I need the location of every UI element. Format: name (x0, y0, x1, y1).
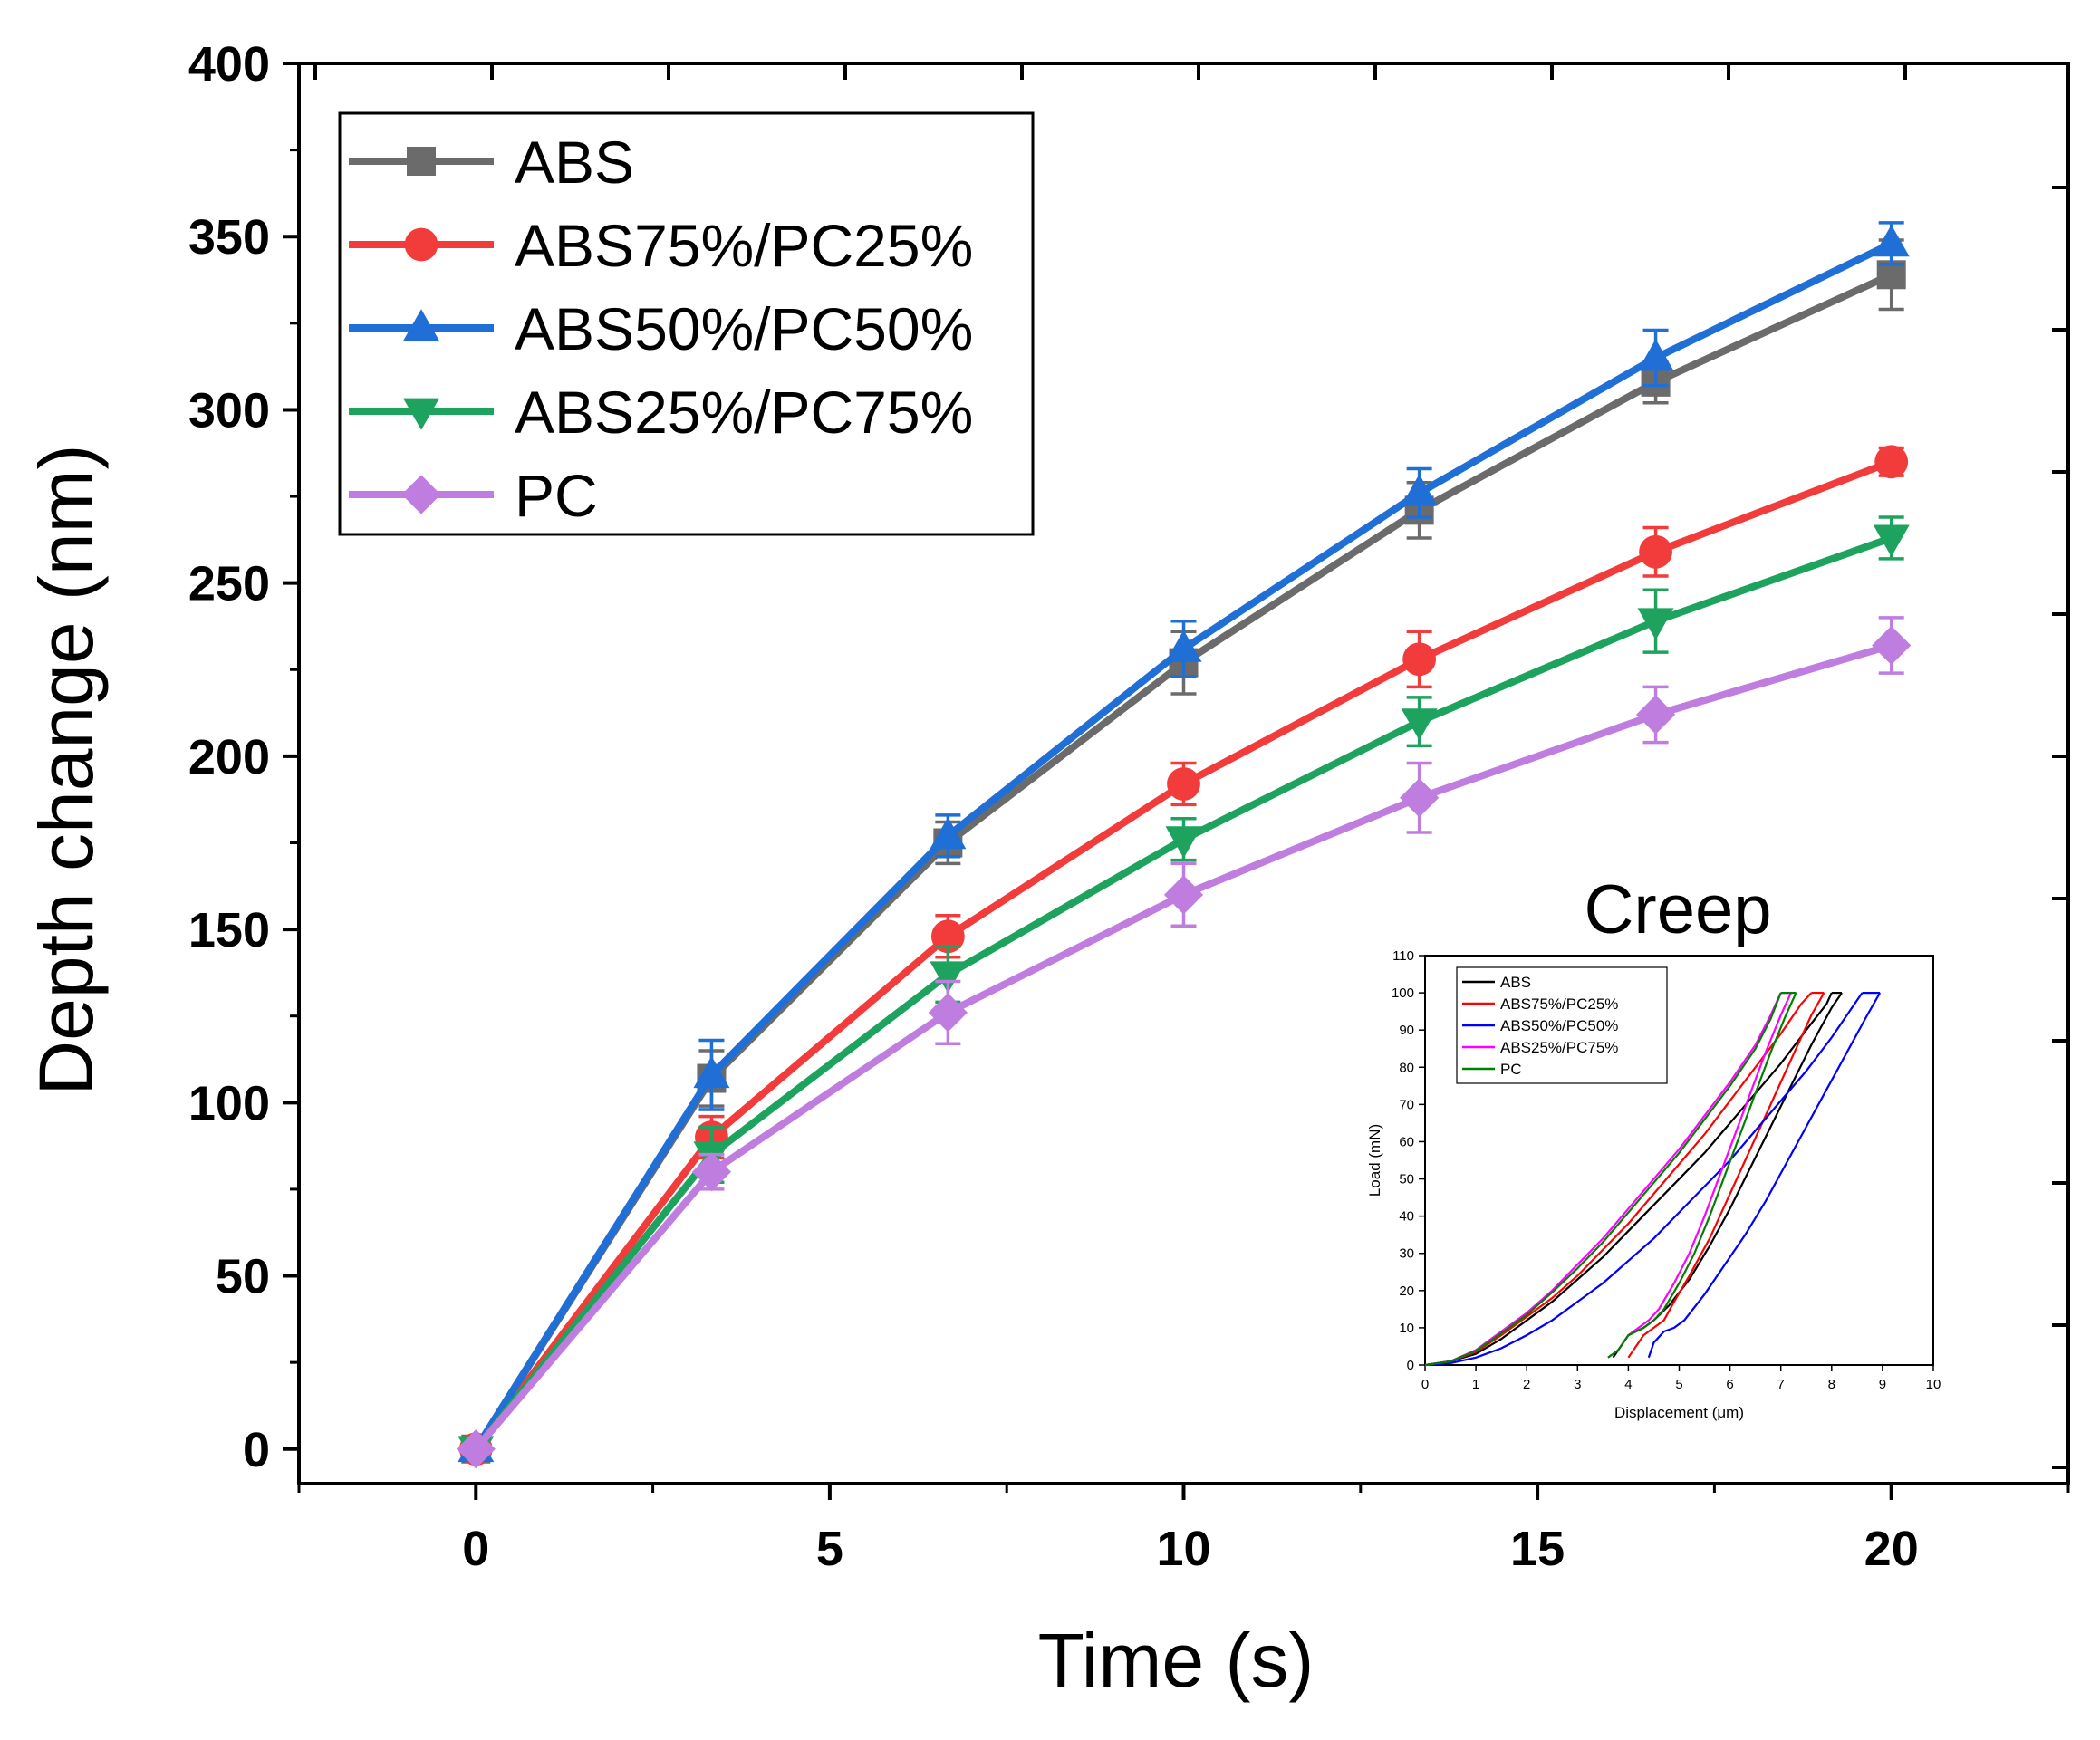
inset-loading-curve (1424, 992, 1782, 1367)
inset-unloading-curve (1627, 992, 1825, 1359)
data-point (1167, 767, 1200, 801)
inset-title: Creep (1585, 871, 1772, 948)
y-tick-label: 100 (188, 1076, 270, 1130)
data-point (930, 919, 965, 954)
data-point (1873, 524, 1910, 557)
data-point (691, 1152, 732, 1192)
data-point (1401, 474, 1438, 506)
data-point (1637, 608, 1674, 640)
data-point (693, 1055, 730, 1089)
series-PC (456, 616, 1912, 1469)
data-point (930, 961, 967, 994)
inset-y-tick-label: 80 (1399, 1060, 1414, 1075)
inset-x-tick-label: 4 (1624, 1377, 1632, 1392)
inset-legend-label: ABS (1500, 974, 1531, 991)
data-point (1637, 339, 1674, 371)
data-point (1874, 445, 1909, 479)
inset-series-PC (1424, 991, 1797, 1367)
inset-y-tick-label: 40 (1399, 1209, 1414, 1225)
main-plot-area (456, 221, 1912, 1469)
legend-label: ABS75%/PC25% (515, 212, 973, 279)
inset-legend-label: ABS75%/PC25% (1500, 995, 1618, 1013)
y-tick-label: 200 (188, 730, 270, 784)
inset-legend-label: ABS25%/PC75% (1500, 1039, 1618, 1056)
y-tick-label: 300 (188, 383, 270, 437)
inset-y-tick-label: 90 (1399, 1023, 1414, 1038)
data-point (1401, 708, 1438, 741)
x-tick-label: 20 (1864, 1522, 1919, 1576)
inset-x-tick-label: 3 (1574, 1377, 1581, 1392)
inset-x-tick-label: 8 (1828, 1377, 1835, 1392)
inset-y-tick-label: 60 (1399, 1134, 1414, 1149)
inset-loading-curve (1424, 992, 1833, 1367)
y-tick-label: 400 (188, 37, 270, 91)
data-point (1402, 642, 1437, 677)
inset-x-tick-label: 2 (1523, 1377, 1530, 1392)
data-point (928, 993, 968, 1033)
data-point (456, 1429, 496, 1469)
legend-marker (403, 398, 439, 430)
legend-marker (404, 227, 438, 262)
inset-y-tick-label: 0 (1407, 1358, 1414, 1373)
legend-marker (407, 147, 436, 176)
legend-box (338, 111, 1035, 536)
inset-x-tick-label: 0 (1421, 1377, 1429, 1392)
legend-label: ABS50%/PC50% (515, 295, 973, 362)
x-axis-label: Time (s) (1038, 1618, 1315, 1703)
inset-series-ABS50%/PC50% (1424, 991, 1882, 1367)
inset-x-tick-label: 9 (1879, 1377, 1886, 1392)
inset-x-tick-label: 7 (1777, 1377, 1785, 1392)
inset-unloading-curve (1607, 992, 1797, 1359)
y-tick-label: 250 (188, 557, 270, 611)
inset-x-axis-label: Displacement (μm) (1614, 1404, 1744, 1421)
data-point (1873, 225, 1910, 257)
legend-label: PC (515, 462, 598, 529)
data-point (1639, 534, 1672, 569)
x-tick-label: 15 (1510, 1522, 1565, 1576)
inset-x-tick-label: 6 (1726, 1377, 1733, 1392)
y-tick-label: 50 (216, 1250, 270, 1304)
data-point (1163, 875, 1204, 915)
inset-legend-label: ABS50%/PC50% (1500, 1017, 1618, 1034)
inset-chart: 0 1 2 3 4 5 6 7 8 9 100102030405060708090100110Dis… (1366, 948, 1941, 1421)
inset-y-tick-label: 100 (1392, 985, 1414, 1001)
legend-label: ABS25%/PC75% (515, 379, 973, 446)
data-point (930, 817, 967, 850)
inset-legend-label: PC (1500, 1061, 1522, 1078)
x-tick-label: 0 (462, 1522, 489, 1576)
series-ABS50%/PC50% (458, 221, 1910, 1463)
inset-x-tick-label: 1 (1472, 1377, 1479, 1392)
legend-marker (403, 309, 439, 341)
data-point (1165, 826, 1202, 859)
data-point (1400, 778, 1440, 818)
y-tick-label: 150 (188, 903, 270, 957)
main-legend: ABS ABS75%/PC25% ABS50%/PC50% ABS25%/PC75% P… (338, 111, 1035, 536)
legend-marker (401, 475, 441, 514)
data-point (1872, 625, 1912, 666)
inset-loading-curve (1424, 992, 1782, 1367)
y-tick-label: 350 (188, 210, 270, 264)
inset-loading-curve (1424, 992, 1864, 1367)
y-axis-label: Depth change (nm) (24, 444, 109, 1095)
inset-y-tick-label: 50 (1399, 1172, 1414, 1187)
data-point (1165, 630, 1202, 662)
inset-x-tick-label: 5 (1675, 1377, 1682, 1392)
inset-y-tick-label: 10 (1399, 1321, 1414, 1336)
data-point (1635, 695, 1676, 735)
inset-x-tick-label: 10 (1926, 1377, 1941, 1392)
inset-y-tick-label: 110 (1392, 948, 1414, 964)
x-tick-label: 5 (816, 1522, 843, 1576)
inset-y-tick-label: 70 (1399, 1097, 1414, 1112)
x-tick-label: 10 (1156, 1522, 1210, 1576)
legend-label: ABS (515, 129, 634, 196)
inset-y-tick-label: 30 (1399, 1246, 1414, 1262)
y-tick-label: 0 (243, 1423, 270, 1477)
inset-unloading-curve (1647, 992, 1882, 1359)
inset-y-axis-label: Load (mN) (1366, 1124, 1383, 1197)
inset-y-tick-label: 20 (1399, 1283, 1414, 1299)
